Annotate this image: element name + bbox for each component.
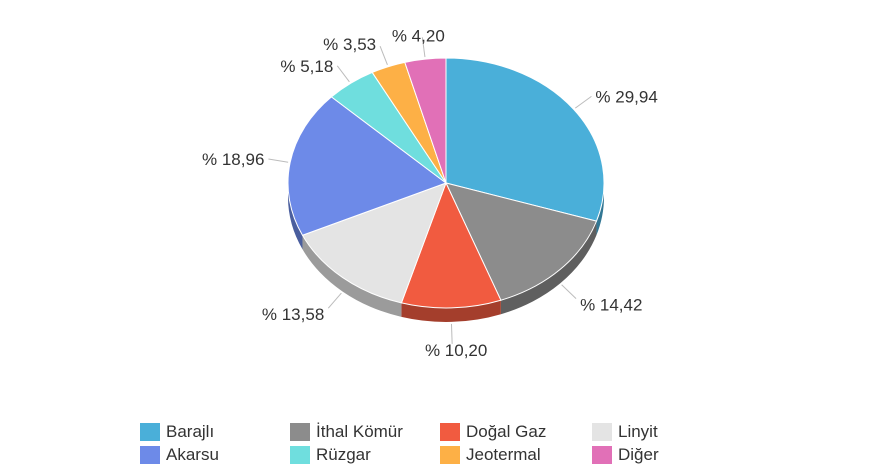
- pie-slice-dogal-gaz[interactable]: [400, 182, 502, 309]
- legend-label: Jeotermal: [466, 444, 541, 464]
- data-label-akarsu: % 18,96: [202, 150, 264, 169]
- leader-line-diger: [421, 37, 426, 58]
- pie-depth-i-thal-komur: [500, 221, 597, 315]
- pie-depth-akarsu: [288, 183, 303, 250]
- data-label-dogal-gaz: % 10,20: [425, 341, 487, 360]
- legend-item-dogal-gaz[interactable]: Doğal Gaz: [440, 421, 592, 442]
- legend-item-ruzgar[interactable]: Rüzgar: [290, 444, 440, 465]
- leader-line-dogal-gaz: [450, 323, 453, 344]
- legend-label: Akarsu: [166, 444, 219, 464]
- legend-item-barajli[interactable]: Barajlı: [140, 421, 290, 442]
- leader-line-i-thal-komur: [561, 284, 577, 299]
- legend-item-ithal-komur[interactable]: İthal Kömür: [290, 421, 440, 442]
- legend-swatch: [140, 445, 160, 464]
- legend-item-jeotermal[interactable]: Jeotermal: [440, 444, 592, 465]
- data-label-ruzgar: % 5,18: [280, 57, 333, 76]
- chart-legend: Barajlı İthal Kömür Doğal Gaz Linyit Aka…: [140, 421, 700, 465]
- pie-labels: % 29,94 % 14,42 % 10,20 % 13,58 % 18,96 % 5,1…: [202, 26, 658, 360]
- legend-label: Linyit: [618, 421, 658, 441]
- legend-label: Diğer: [618, 444, 659, 464]
- legend-label: İthal Kömür: [316, 421, 403, 441]
- legend-item-linyit[interactable]: Linyit: [592, 421, 700, 442]
- pie-slice-diger[interactable]: [404, 57, 447, 184]
- pie-depth: [288, 183, 604, 322]
- legend-swatch: [440, 422, 460, 441]
- legend-item-akarsu[interactable]: Akarsu: [140, 444, 290, 465]
- legend-label: Rüzgar: [316, 444, 371, 464]
- legend-swatch: [290, 445, 310, 464]
- legend-swatch: [440, 445, 460, 464]
- pie-slices: [287, 57, 605, 309]
- legend-item-diger[interactable]: Diğer: [592, 444, 700, 465]
- leader-line-akarsu: [268, 158, 289, 163]
- data-label-barajli: % 29,94: [595, 87, 657, 106]
- data-label-i-thal-komur: % 14,42: [580, 296, 642, 315]
- legend-swatch: [592, 422, 612, 441]
- legend-swatch: [140, 422, 160, 441]
- leader-line-jeotermal: [379, 46, 388, 65]
- legend-label: Barajlı: [166, 421, 215, 441]
- pie-chart: % 29,94 % 14,42 % 10,20 % 13,58 % 18,96 % 5,1…: [202, 26, 658, 360]
- legend-label: Doğal Gaz: [466, 421, 547, 441]
- legend-swatch: [592, 445, 612, 464]
- leader-line-barajli: [574, 95, 592, 109]
- leader-line-ruzgar: [336, 65, 350, 83]
- pie-slice-linyit[interactable]: [301, 182, 447, 304]
- pie-depth-dogal-gaz: [401, 300, 501, 322]
- pie-depth-barajli: [596, 183, 604, 236]
- pie-depth-linyit: [302, 235, 402, 317]
- data-label-linyit: % 13,58: [262, 305, 324, 324]
- pie-leader-lines: [268, 37, 592, 344]
- pie-slice-i-thal-komur[interactable]: [445, 182, 597, 301]
- data-label-jeotermal: % 3,53: [323, 35, 376, 54]
- legend-swatch: [290, 422, 310, 441]
- leader-line-linyit: [327, 292, 342, 309]
- data-label-diger: % 4,20: [392, 26, 445, 45]
- pie-slice-barajli[interactable]: [445, 57, 605, 222]
- pie-slice-akarsu[interactable]: [287, 96, 447, 236]
